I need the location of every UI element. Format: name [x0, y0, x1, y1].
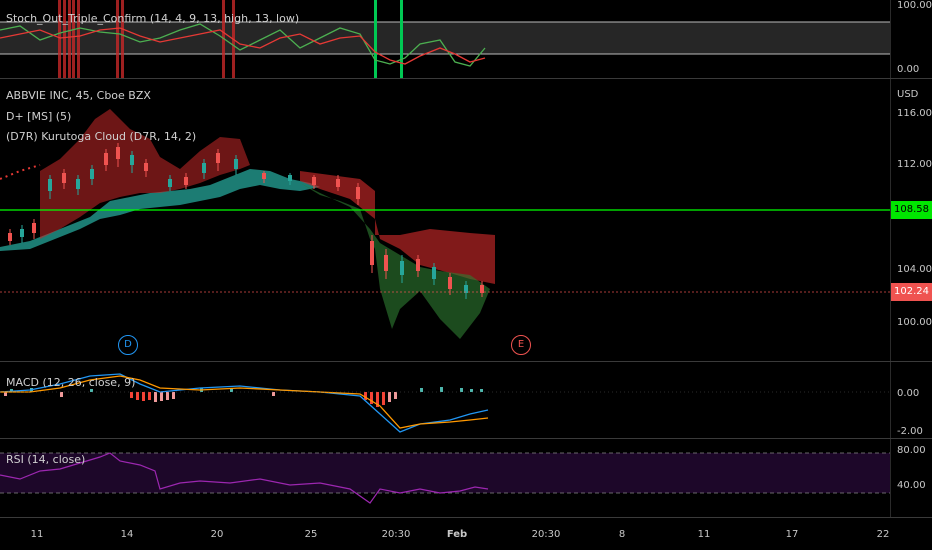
- time-axis[interactable]: 11 14 20 25 20:30 Feb 20:30 8 11 17 22: [0, 518, 890, 550]
- rsi-legend: RSI (14, close): [6, 453, 86, 466]
- time-label: 11: [30, 529, 44, 540]
- time-label: 22: [876, 529, 890, 540]
- price-axis-100: 100.00: [897, 317, 932, 328]
- stoch-plot: [0, 0, 890, 78]
- macd-pane[interactable]: MACD (12, 26, close, 9): [0, 362, 890, 438]
- pane-separator[interactable]: [0, 438, 932, 439]
- time-label: 20:30: [531, 529, 561, 540]
- time-label: 20: [210, 529, 224, 540]
- time-label: Feb: [446, 529, 468, 540]
- currency-label: USD: [897, 89, 919, 100]
- stoch-legend: Stoch_Out_Triple_Confirm (14, 4, 9, 13, …: [6, 12, 300, 25]
- pane-separator[interactable]: [0, 78, 932, 79]
- time-label: 20:30: [381, 529, 411, 540]
- price-axis[interactable]: USD 116.00 112.00 104.00 100.00: [890, 79, 932, 361]
- rsi-pane[interactable]: RSI (14, close): [0, 439, 890, 517]
- rsi-axis[interactable]: 80.00 40.00: [890, 439, 932, 517]
- last-price-tag: 102.24: [891, 283, 932, 301]
- stoch-axis-0: 0.00: [897, 64, 920, 75]
- pane-separator[interactable]: [0, 517, 932, 518]
- symbol-title: ABBVIE INC, 45, Cboe BZX: [6, 89, 151, 102]
- macd-legend: MACD (12, 26, close, 9): [6, 376, 136, 389]
- earnings-event-icon[interactable]: E: [511, 335, 531, 355]
- stoch-axis-100: 100.00: [897, 0, 932, 11]
- pane-separator[interactable]: [0, 361, 932, 362]
- macd-axis-0: 0.00: [897, 388, 920, 399]
- macd-axis-neg2: -2.00: [897, 426, 923, 437]
- rsi-axis-80: 80.00: [897, 445, 926, 456]
- stoch-pane[interactable]: Stoch_Out_Triple_Confirm (14, 4, 9, 13, …: [0, 0, 890, 78]
- hline-price-tag: 108.58: [891, 201, 932, 219]
- time-label: 8: [618, 529, 626, 540]
- time-label: 14: [120, 529, 134, 540]
- time-label: 11: [697, 529, 711, 540]
- price-axis-104: 104.00: [897, 264, 932, 275]
- price-axis-112: 112.00: [897, 159, 932, 170]
- price-plot: [0, 109, 890, 339]
- stoch-axis[interactable]: 100.00 0.00: [890, 0, 932, 78]
- rsi-axis-40: 40.00: [897, 480, 926, 491]
- dividend-event-icon[interactable]: D: [118, 335, 138, 355]
- time-label: 17: [785, 529, 799, 540]
- macd-plot: [0, 373, 890, 433]
- indicator-ms-legend: D+ [MS] (5): [6, 110, 72, 123]
- price-pane[interactable]: ABBVIE INC, 45, Cboe BZX D+ [MS] (5) (D7…: [0, 79, 890, 361]
- rsi-plot: [0, 452, 890, 504]
- price-axis-116: 116.00: [897, 108, 932, 119]
- time-label: 25: [304, 529, 318, 540]
- indicator-kurutoga-legend: (D7R) Kurutoga Cloud (D7R, 14, 2): [6, 130, 197, 143]
- macd-axis[interactable]: 0.00 -2.00: [890, 362, 932, 438]
